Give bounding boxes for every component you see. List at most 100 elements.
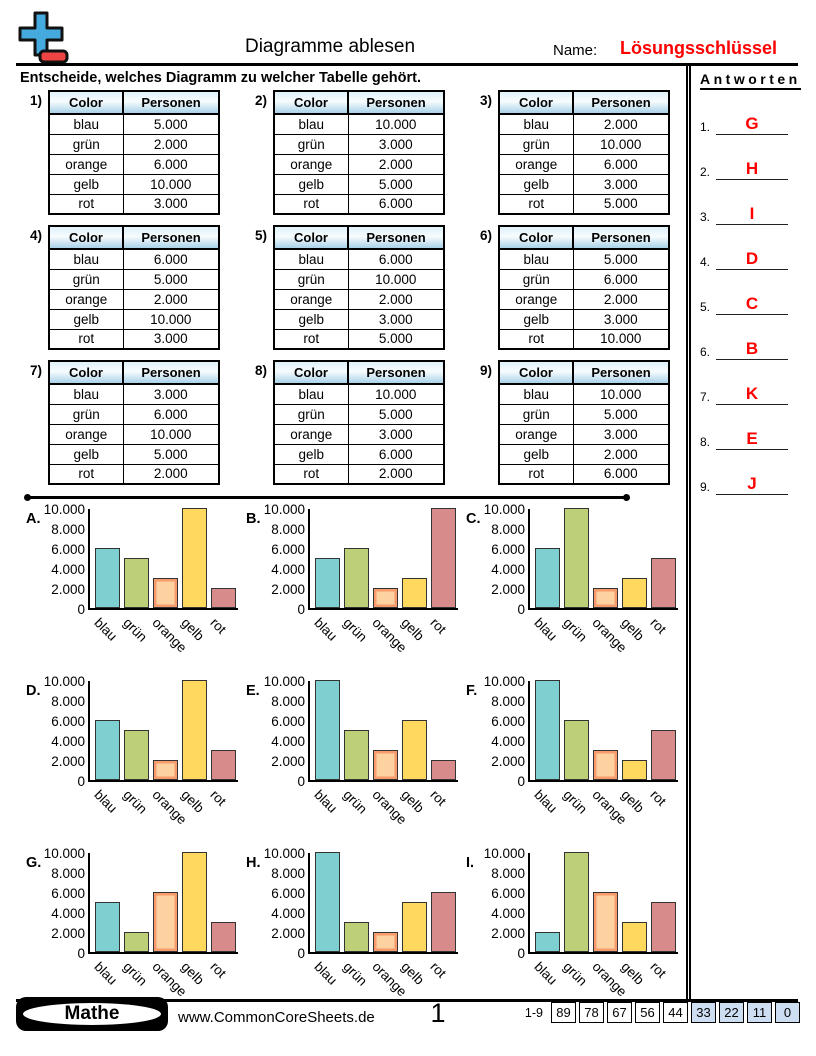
y-axis-labels: 10.000 8.000 6.000 4.000 2.000 0 — [263, 502, 305, 617]
bar-orange — [373, 588, 398, 608]
table-row: gelb 3.000 — [273, 308, 445, 330]
table-number: 8) — [255, 363, 268, 378]
instruction-text: Entscheide, welches Diagramm zu welcher … — [20, 70, 422, 86]
table-number: 6) — [480, 228, 493, 243]
data-table-8: 8) Color Personen blau 10.000 grün 5.000 o… — [255, 360, 480, 495]
table-row: rot 2.000 — [273, 463, 445, 485]
data-table-6: 6) Color Personen blau 5.000 grün 6.000 or… — [480, 225, 686, 360]
plot-area — [528, 680, 678, 782]
bar-gruen — [344, 548, 369, 608]
x-axis-label: blau — [91, 787, 121, 816]
color-cell: rot — [48, 193, 124, 215]
plus-minus-logo-icon — [18, 10, 72, 68]
bar-rot — [211, 922, 236, 952]
tables-grid: 1) Color Personen blau 5.000 grün 2.000 or… — [30, 90, 686, 495]
table-row: orange 6.000 — [498, 153, 670, 175]
bar-orange — [153, 892, 178, 952]
value-cell: 3.000 — [122, 383, 220, 405]
answers-heading: Antworten — [700, 71, 801, 90]
score-cell: 33 — [691, 1002, 716, 1023]
table-row: grün 6.000 — [48, 403, 220, 425]
value-cell: 3.000 — [347, 308, 445, 330]
value-cell: 10.000 — [347, 113, 445, 135]
chart-letter: F. — [466, 683, 478, 699]
column-header-personen: Personen — [572, 225, 671, 250]
table-row: grün 5.000 — [48, 268, 220, 290]
color-cell: gelb — [498, 443, 574, 465]
color-cell: rot — [498, 463, 574, 485]
answer-item-7: 7. K — [700, 384, 815, 405]
x-axis-label: rot — [207, 959, 230, 981]
plot-area — [88, 680, 238, 782]
table-row: orange 2.000 — [498, 288, 670, 310]
x-axis-label: rot — [647, 615, 670, 637]
x-axis-label: blau — [531, 959, 561, 988]
value-cell: 10.000 — [122, 173, 220, 195]
answer-blank: K — [716, 384, 789, 405]
color-cell: orange — [48, 423, 124, 445]
column-header-color: Color — [498, 225, 575, 250]
bar-gelb — [622, 922, 647, 952]
value-cell: 5.000 — [347, 173, 445, 195]
color-cell: rot — [48, 328, 124, 350]
bar-gruen — [564, 852, 589, 952]
chart-letter: I. — [466, 855, 475, 871]
table-row: rot 6.000 — [273, 193, 445, 215]
bar-gelb — [402, 902, 427, 952]
value-cell: 3.000 — [572, 423, 670, 445]
table-row: grün 10.000 — [498, 133, 670, 155]
plot-area — [528, 508, 678, 610]
score-cell: 78 — [579, 1002, 604, 1023]
column-header-color: Color — [48, 360, 125, 385]
color-cell: blau — [498, 113, 574, 135]
color-cell: blau — [498, 383, 574, 405]
table-row: rot 3.000 — [48, 193, 220, 215]
value-cell: 6.000 — [347, 193, 445, 215]
bar-gruen — [344, 922, 369, 952]
subject-badge: Mathe — [16, 997, 168, 1031]
table-row: rot 10.000 — [498, 328, 670, 350]
bar-rot — [431, 508, 456, 608]
answer-number: 8. — [700, 435, 711, 449]
answer-item-5: 5. C — [700, 294, 815, 315]
answer-blank: I — [716, 204, 789, 225]
bar-orange — [593, 588, 618, 608]
x-axis-label: rot — [647, 787, 670, 809]
website-url: www.CommonCoreSheets.de — [178, 1009, 375, 1026]
header-rule — [16, 63, 798, 66]
bar-blau — [315, 558, 340, 608]
bar-gruen — [124, 558, 149, 608]
bar-rot — [651, 902, 676, 952]
color-cell: gelb — [48, 443, 124, 465]
bar-blau — [315, 680, 340, 780]
value-cell: 3.000 — [572, 173, 670, 195]
table-row: rot 3.000 — [48, 328, 220, 350]
chart-letter: H. — [246, 855, 261, 871]
value-cell: 5.000 — [122, 268, 220, 290]
plot-area — [308, 508, 458, 610]
table-row: gelb 6.000 — [273, 443, 445, 465]
column-header-color: Color — [48, 90, 125, 115]
score-cell: 89 — [551, 1002, 576, 1023]
column-header-color: Color — [273, 90, 350, 115]
bar-gruen — [124, 932, 149, 952]
section-divider — [24, 493, 630, 500]
bar-chart-e: E. 10.000 8.000 6.000 4.000 2.000 0 blau grün o… — [242, 675, 462, 847]
answer-blank: D — [716, 249, 789, 270]
plot-area — [88, 508, 238, 610]
column-header-color: Color — [273, 360, 350, 385]
x-axis-label: grün — [120, 787, 151, 817]
color-cell: grün — [48, 133, 124, 155]
data-table-2: 2) Color Personen blau 10.000 grün 3.000 o… — [255, 90, 480, 225]
x-axis-label: rot — [427, 787, 450, 809]
table-row: orange 10.000 — [48, 423, 220, 445]
value-cell: 10.000 — [347, 383, 445, 405]
answer-item-2: 2. H — [700, 159, 815, 180]
data-table-3: 3) Color Personen blau 2.000 grün 10.000 o… — [480, 90, 686, 225]
value-cell: 2.000 — [122, 133, 220, 155]
x-axis-label: grün — [560, 959, 591, 989]
bar-chart-c: C. 10.000 8.000 6.000 4.000 2.000 0 blau grün o… — [462, 503, 682, 675]
color-cell: orange — [48, 153, 124, 175]
column-header-personen: Personen — [347, 225, 446, 250]
color-cell: grün — [273, 268, 349, 290]
